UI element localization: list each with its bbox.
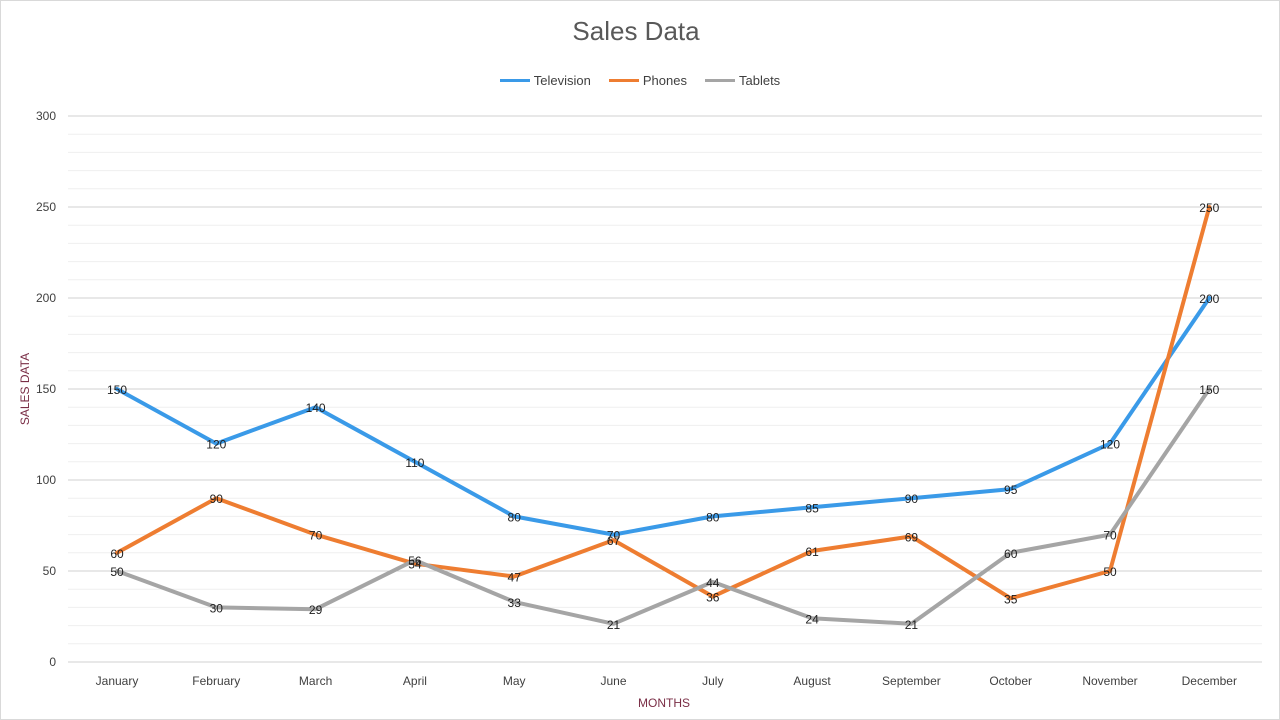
series-lines bbox=[115, 205, 1212, 626]
x-tick-label: December bbox=[1182, 674, 1237, 688]
data-label-phones: 50 bbox=[1103, 565, 1117, 579]
data-label-tablets: 24 bbox=[805, 612, 819, 626]
data-label-phones: 70 bbox=[309, 529, 323, 543]
data-label-television: 80 bbox=[706, 510, 720, 524]
data-label-television: 120 bbox=[206, 438, 226, 452]
y-tick-label: 300 bbox=[36, 109, 56, 123]
series-line-phones bbox=[115, 205, 1212, 601]
data-label-phones: 90 bbox=[210, 492, 224, 506]
x-tick-label: May bbox=[503, 674, 526, 688]
data-label-phones: 61 bbox=[805, 545, 819, 559]
y-tick-label: 0 bbox=[49, 655, 56, 669]
data-label-television: 140 bbox=[306, 401, 326, 415]
data-label-tablets: 60 bbox=[1004, 547, 1018, 561]
legend-item-tablets: Tablets bbox=[704, 73, 781, 88]
y-tick-label: 150 bbox=[36, 382, 56, 396]
x-tick-label: April bbox=[403, 674, 427, 688]
series-line-tablets bbox=[115, 387, 1212, 626]
data-label-tablets: 33 bbox=[508, 596, 522, 610]
legend: Television Phones Tablets bbox=[0, 73, 1280, 88]
data-label-tablets: 29 bbox=[309, 603, 323, 617]
data-label-phones: 67 bbox=[607, 534, 621, 548]
data-labels: 150 120 140 110 80 70 80 85 90 95 120 200 60 90 70 54 47… bbox=[107, 201, 1220, 632]
legend-item-television: Television bbox=[499, 73, 591, 88]
x-tick-label: January bbox=[96, 674, 139, 688]
data-label-phones: 47 bbox=[508, 570, 522, 584]
x-tick-label: August bbox=[793, 674, 831, 688]
x-tick-label: November bbox=[1082, 674, 1137, 688]
data-label-television: 120 bbox=[1100, 438, 1120, 452]
data-label-tablets: 56 bbox=[408, 554, 422, 568]
data-label-tablets: 21 bbox=[905, 618, 919, 632]
data-label-tablets: 30 bbox=[210, 601, 224, 615]
y-tick-label: 250 bbox=[36, 200, 56, 214]
data-label-phones: 36 bbox=[706, 590, 720, 604]
data-label-television: 110 bbox=[405, 456, 424, 470]
y-tick-label: 100 bbox=[36, 473, 56, 487]
data-label-phones: 60 bbox=[110, 547, 124, 561]
data-label-television: 85 bbox=[805, 501, 819, 515]
chart-title: Sales Data bbox=[572, 16, 700, 46]
x-axis-ticks: January February March April May June July Augu… bbox=[96, 674, 1237, 688]
data-label-phones: 54 bbox=[408, 558, 422, 572]
data-label-television: 200 bbox=[1199, 292, 1219, 306]
x-tick-label: June bbox=[600, 674, 626, 688]
y-tick-label: 200 bbox=[36, 291, 56, 305]
data-label-television: 90 bbox=[905, 492, 919, 506]
x-axis-title: MONTHS bbox=[638, 696, 690, 710]
series-line-television bbox=[115, 296, 1212, 537]
x-tick-label: September bbox=[882, 674, 941, 688]
data-label-tablets: 21 bbox=[607, 618, 621, 632]
data-label-tablets: 70 bbox=[1103, 529, 1117, 543]
data-label-television: 150 bbox=[107, 383, 127, 397]
data-label-tablets: 150 bbox=[1199, 383, 1219, 397]
legend-swatch bbox=[704, 79, 735, 82]
y-axis-title: SALES DATA bbox=[18, 353, 32, 425]
y-tick-label: 50 bbox=[43, 564, 57, 578]
legend-swatch bbox=[608, 79, 639, 82]
data-label-television: 70 bbox=[607, 529, 621, 543]
legend-label: Television bbox=[533, 73, 591, 88]
data-label-tablets: 44 bbox=[706, 576, 720, 590]
data-label-phones: 250 bbox=[1199, 201, 1219, 215]
x-tick-label: July bbox=[702, 674, 723, 688]
data-label-television: 80 bbox=[508, 510, 522, 524]
legend-label: Tablets bbox=[738, 73, 781, 88]
data-label-phones: 35 bbox=[1004, 592, 1018, 606]
x-tick-label: February bbox=[192, 674, 240, 688]
x-tick-label: October bbox=[989, 674, 1032, 688]
data-label-tablets: 50 bbox=[110, 565, 124, 579]
x-tick-label: March bbox=[299, 674, 332, 688]
data-label-phones: 69 bbox=[905, 530, 919, 544]
data-label-television: 95 bbox=[1004, 483, 1018, 497]
y-axis-ticks: 0 50 100 150 200 250 300 bbox=[36, 109, 56, 669]
legend-item-phones: Phones bbox=[608, 73, 687, 88]
legend-swatch bbox=[499, 79, 530, 82]
legend-label: Phones bbox=[642, 73, 687, 88]
